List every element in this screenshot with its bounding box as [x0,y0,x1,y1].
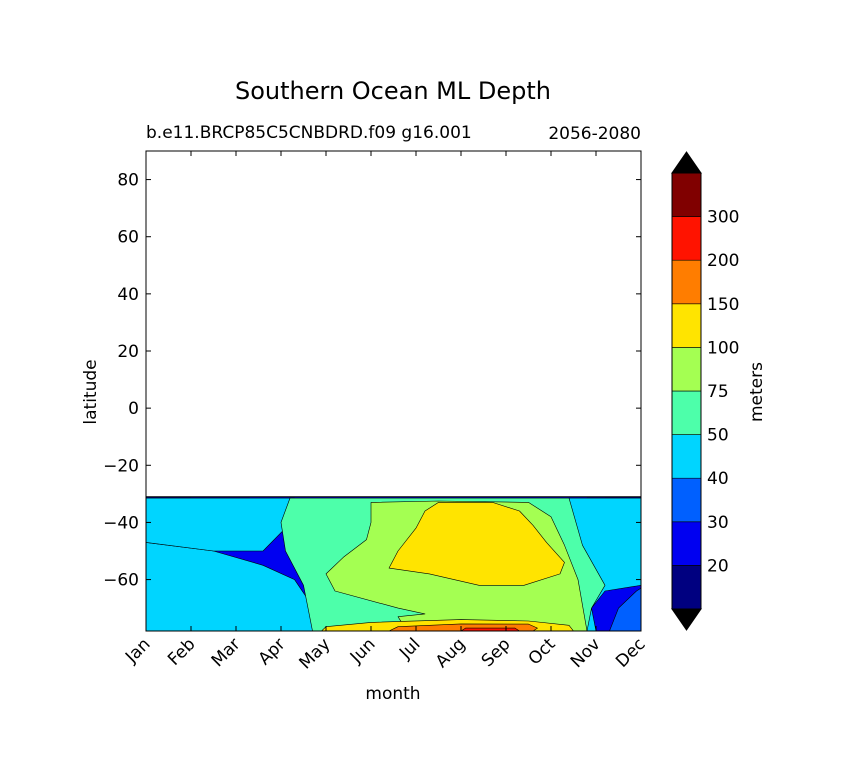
colorbar-extend-lower [671,608,702,631]
x-tick-label: May [296,634,335,673]
colorbar-extend-upper [671,151,702,174]
colorbar-tick-label: 30 [707,513,729,533]
chart-subtitle-left: b.e11.BRCP85C5CNBDRD.f09 g16.001 [146,123,472,143]
y-axis: 80 60 40 20 0 −20 −40 −60 [103,171,641,591]
colorbar-tick-label: 150 [707,295,739,315]
contour-regions [146,497,641,631]
contour-region-level-2 [609,587,641,631]
colorbar-tick-label: 50 [707,426,729,446]
colorbar-band [671,303,702,348]
x-tick-label: Jul [395,634,424,663]
x-tick-label: Nov [567,634,605,672]
y-tick-label: 0 [128,399,139,419]
contour-region-level-6 [388,502,565,586]
x-tick-label: Sep [478,634,515,671]
colorbar-tick-label: 75 [707,382,729,402]
contour-region-level-8 [460,627,520,631]
y-tick-label: 80 [117,171,139,191]
x-tick-label: Oct [525,634,560,669]
colorbar-band [671,172,702,217]
y-tick-label: 60 [117,228,139,248]
y-axis-label: latitude [81,359,101,424]
x-tick-label: Apr [255,634,290,669]
colorbar-frame [671,172,702,610]
y-tick-label: −20 [103,456,139,476]
colorbar-tick-label: 300 [707,208,739,228]
y-tick-label: −40 [103,513,139,533]
y-tick-label: −60 [103,571,139,591]
x-tick-label: Dec [612,634,649,671]
colorbar: 20 30 40 50 75 100 150 200 300 [671,151,739,631]
y-tick-label: 20 [117,342,139,362]
colorbar-tick-label: 40 [707,469,729,489]
colorbar-band [671,390,702,435]
x-tick-label: Aug [432,634,470,672]
colorbar-band [671,216,702,261]
x-tick-label: Jan [121,634,154,667]
colorbar-band [671,259,702,305]
plot-frame [145,150,642,632]
x-tick-label: Jun [346,634,380,668]
y-tick-label: 40 [117,285,139,305]
colorbar-band [671,434,702,479]
colorbar-tick-label: 200 [707,251,739,271]
colorbar-band [671,521,702,566]
plot-area [145,150,642,632]
x-axis-label: month [365,684,420,704]
x-tick-label: Mar [208,634,245,671]
colorbar-label: meters [747,362,767,422]
chart-subtitle-right: 2056-2080 [548,124,641,144]
x-tick-label: Feb [164,634,199,669]
colorbar-tick-label: 20 [707,556,729,576]
colorbar-band [671,565,702,610]
colorbar-tick-label: 100 [707,338,739,358]
colorbar-band [671,477,702,523]
chart-title: Southern Ocean ML Depth [235,77,551,105]
colorbar-band [671,347,702,392]
